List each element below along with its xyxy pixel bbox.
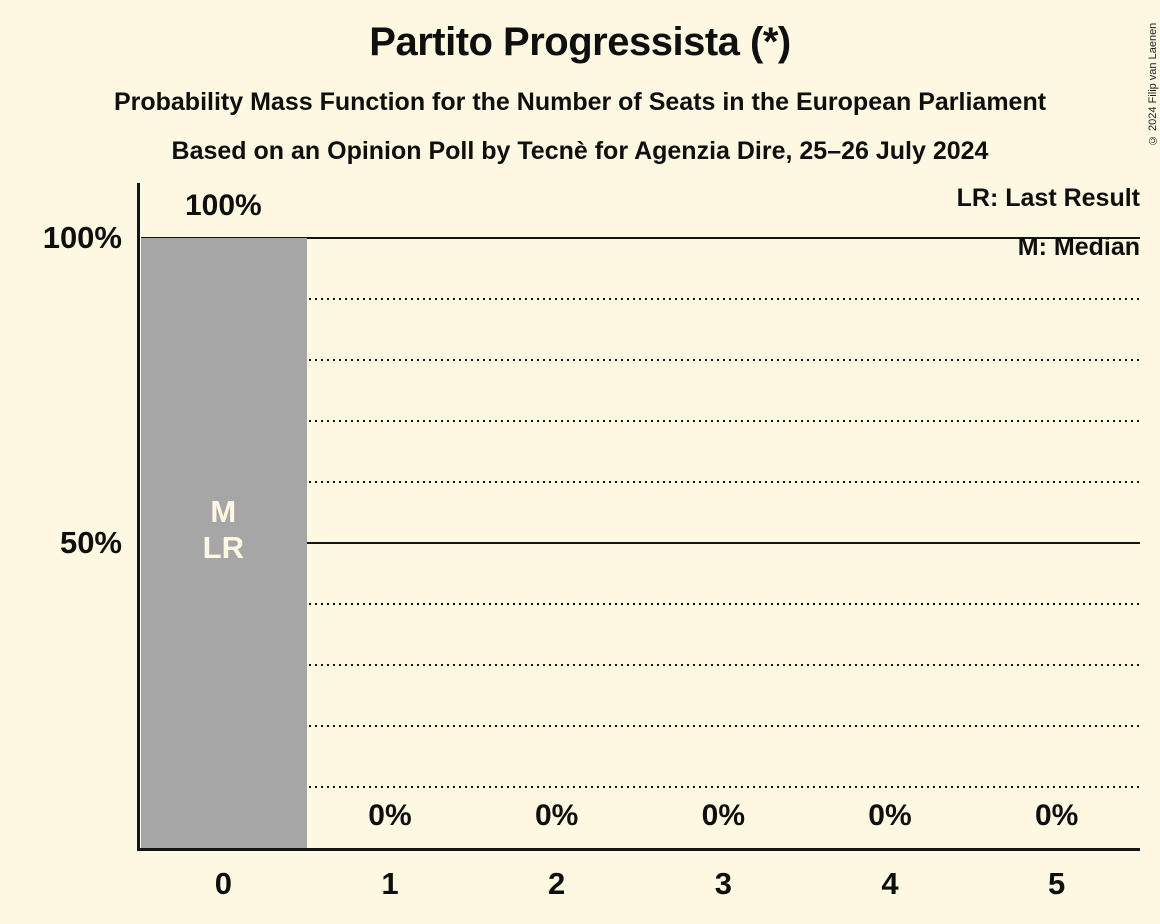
chart-title: Partito Progressista (*) — [369, 20, 791, 64]
legend-median: M: Median — [1017, 233, 1140, 261]
x-tick-label-0: 0 — [214, 866, 232, 901]
x-axis-line — [137, 848, 1140, 851]
gridline-dotted-20pct — [141, 725, 1140, 727]
bar-seats-0 — [141, 238, 307, 848]
gridline-dotted-90pct — [141, 298, 1140, 300]
y-axis-line — [137, 183, 140, 851]
bar-value-label-2: 0% — [534, 799, 579, 832]
gridline-solid-100pct — [141, 237, 1140, 239]
bar-value-label-5: 0% — [1034, 799, 1079, 832]
copyright-notice: © 2024 Filip van Laenen — [1147, 22, 1159, 146]
bar-value-label-3: 0% — [701, 799, 745, 832]
plot-area: 100% 0% 0% 0% 0% 0% M LR — [140, 189, 1140, 848]
y-tick-label-50: 50% — [59, 525, 122, 560]
bar-value-label-1: 0% — [368, 799, 412, 832]
gridline-dotted-80pct — [141, 359, 1140, 361]
gridline-dotted-30pct — [141, 664, 1140, 666]
marker-line: M — [210, 494, 237, 529]
x-tick-label-3: 3 — [714, 866, 732, 901]
legend-last-result: LR: Last Result — [956, 184, 1140, 212]
chart-source-line: Based on an Opinion Poll by Tecnè for Ag… — [171, 137, 989, 165]
gridline-dotted-10pct — [141, 786, 1140, 788]
chart-subtitle: Probability Mass Function for the Number… — [113, 88, 1047, 116]
gridline-dotted-70pct — [141, 420, 1140, 422]
gridline-dotted-60pct — [141, 481, 1140, 483]
x-tick-label-4: 4 — [881, 866, 899, 901]
bar-value-label-4: 0% — [868, 799, 912, 832]
marker-line: LR — [202, 530, 244, 565]
gridline-dotted-40pct — [141, 603, 1140, 605]
gridline-solid-50pct — [141, 542, 1140, 544]
x-tick-label-5: 5 — [1048, 866, 1066, 901]
median-last-result-marker: M LR — [140, 494, 307, 566]
y-tick-label-100: 100% — [42, 220, 122, 255]
bar-value-label-0: 100% — [184, 189, 262, 222]
x-tick-label-1: 1 — [381, 866, 399, 901]
x-tick-label-2: 2 — [548, 866, 566, 901]
